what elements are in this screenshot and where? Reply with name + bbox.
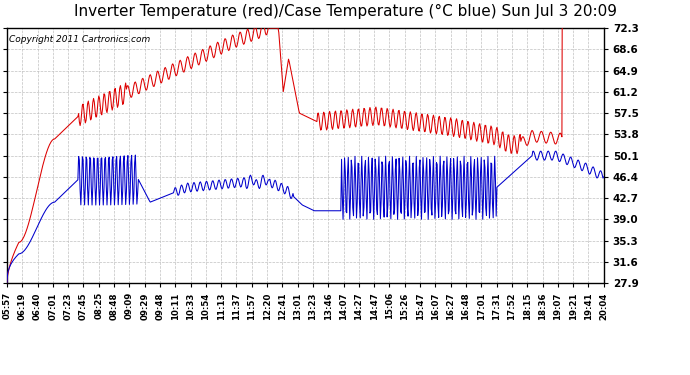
Text: Inverter Temperature (red)/Case Temperature (°C blue) Sun Jul 3 20:09: Inverter Temperature (red)/Case Temperat… bbox=[74, 4, 616, 19]
Text: Copyright 2011 Cartronics.com: Copyright 2011 Cartronics.com bbox=[9, 34, 150, 44]
